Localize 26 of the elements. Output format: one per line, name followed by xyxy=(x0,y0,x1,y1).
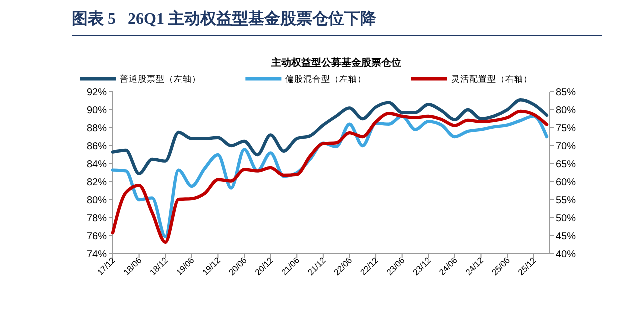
legend-label: 普通股票型（左轴） xyxy=(120,74,201,84)
y-tick-label: 80% xyxy=(86,196,108,206)
y-tick-label: 76% xyxy=(86,232,108,242)
y2-tick-label: 45% xyxy=(556,232,576,242)
chart-subtitle: 主动权益型公募基金股票仓位 xyxy=(270,57,402,69)
y-tick-label: 86% xyxy=(86,142,108,152)
y2-tick-label: 80% xyxy=(556,106,576,116)
y2-tick-label: 55% xyxy=(556,196,576,206)
y-tick-label: 90% xyxy=(86,106,108,116)
legend-label: 灵活配置型（右轴） xyxy=(451,74,532,84)
y-tick-label: 84% xyxy=(86,160,108,170)
y2-tick-label: 60% xyxy=(556,178,576,188)
y2-tick-label: 40% xyxy=(556,250,576,260)
chart-title: 图表 5 26Q1 主动权益型基金股票仓位下降 xyxy=(72,9,378,28)
y-tick-label: 92% xyxy=(86,88,108,98)
y-tick-label: 74% xyxy=(86,250,108,260)
y2-tick-label: 65% xyxy=(556,160,576,170)
y2-tick-label: 50% xyxy=(556,214,576,224)
line-series xyxy=(111,98,549,176)
y2-tick-label: 75% xyxy=(556,124,576,134)
y-tick-label: 88% xyxy=(86,124,108,134)
y2-tick-label: 85% xyxy=(556,88,576,98)
y-tick-label: 78% xyxy=(86,214,108,224)
legend-label: 偏股混合型（左轴） xyxy=(286,74,367,84)
y-tick-label: 82% xyxy=(86,178,108,188)
y2-tick-label: 70% xyxy=(556,142,576,152)
